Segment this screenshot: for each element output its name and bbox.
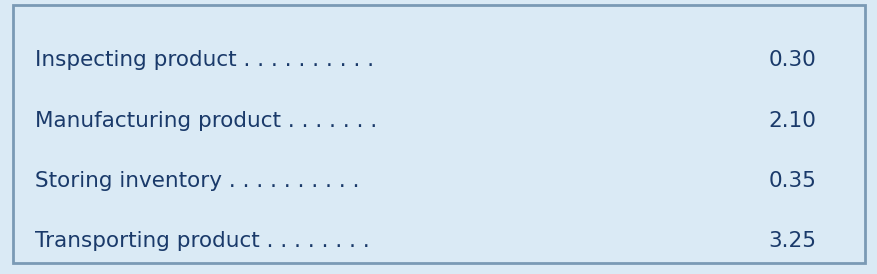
Text: Manufacturing product . . . . . . .: Manufacturing product . . . . . . . xyxy=(35,111,377,130)
Text: Storing inventory . . . . . . . . . .: Storing inventory . . . . . . . . . . xyxy=(35,171,360,191)
Text: 2.10: 2.10 xyxy=(767,111,816,130)
Text: 0.35: 0.35 xyxy=(767,171,816,191)
Text: 3.25: 3.25 xyxy=(767,231,816,251)
Text: Transporting product . . . . . . . .: Transporting product . . . . . . . . xyxy=(35,231,369,251)
Text: Inspecting product . . . . . . . . . .: Inspecting product . . . . . . . . . . xyxy=(35,50,374,70)
Text: 0.30: 0.30 xyxy=(768,50,816,70)
FancyBboxPatch shape xyxy=(13,5,864,263)
